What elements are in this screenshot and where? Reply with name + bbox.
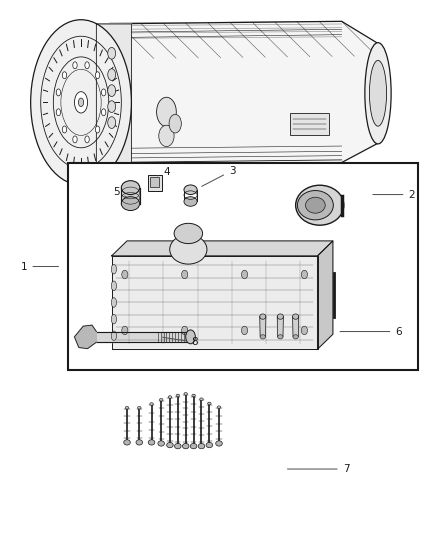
Ellipse shape (217, 406, 221, 408)
Ellipse shape (278, 335, 283, 339)
Polygon shape (96, 21, 377, 165)
Text: 6: 6 (340, 327, 402, 336)
Ellipse shape (108, 47, 116, 59)
Ellipse shape (174, 443, 181, 449)
Text: 4: 4 (158, 167, 170, 176)
Ellipse shape (125, 406, 129, 409)
Polygon shape (96, 24, 131, 165)
Ellipse shape (260, 314, 266, 319)
FancyBboxPatch shape (290, 113, 329, 135)
Ellipse shape (73, 62, 77, 69)
Ellipse shape (157, 97, 176, 127)
Ellipse shape (62, 72, 67, 79)
Ellipse shape (111, 264, 117, 274)
Ellipse shape (166, 442, 173, 448)
Ellipse shape (200, 398, 203, 401)
Ellipse shape (182, 326, 188, 335)
Ellipse shape (122, 270, 128, 279)
Ellipse shape (31, 20, 131, 185)
Ellipse shape (124, 440, 131, 445)
Ellipse shape (78, 98, 84, 107)
Ellipse shape (192, 394, 195, 397)
Text: 5: 5 (113, 187, 127, 197)
Text: 7: 7 (287, 464, 350, 474)
Text: 3: 3 (202, 166, 236, 187)
Ellipse shape (136, 440, 142, 445)
Ellipse shape (208, 402, 211, 405)
Ellipse shape (159, 399, 163, 401)
Ellipse shape (301, 270, 307, 279)
Ellipse shape (365, 43, 391, 144)
Ellipse shape (56, 89, 60, 96)
Ellipse shape (122, 326, 128, 335)
Ellipse shape (369, 60, 386, 126)
Ellipse shape (111, 314, 117, 324)
Polygon shape (293, 317, 299, 337)
Ellipse shape (121, 181, 140, 195)
Ellipse shape (62, 126, 67, 133)
Ellipse shape (108, 85, 116, 96)
Bar (150, 177, 159, 187)
Ellipse shape (150, 403, 153, 405)
Ellipse shape (108, 69, 116, 80)
Ellipse shape (158, 441, 164, 446)
Ellipse shape (260, 335, 265, 339)
Ellipse shape (85, 136, 89, 143)
Ellipse shape (198, 443, 205, 449)
Ellipse shape (111, 281, 117, 290)
Ellipse shape (159, 125, 174, 147)
Ellipse shape (95, 72, 100, 79)
Ellipse shape (186, 330, 195, 344)
Bar (148, 175, 162, 191)
Ellipse shape (138, 406, 141, 409)
Ellipse shape (102, 89, 106, 96)
Text: 8: 8 (162, 337, 198, 347)
Polygon shape (260, 317, 266, 337)
Ellipse shape (73, 136, 77, 143)
Ellipse shape (170, 235, 207, 264)
Ellipse shape (111, 297, 117, 307)
Polygon shape (112, 256, 318, 349)
Polygon shape (277, 317, 283, 337)
Ellipse shape (56, 109, 60, 116)
Ellipse shape (74, 92, 88, 113)
Ellipse shape (174, 223, 203, 244)
Ellipse shape (148, 440, 155, 445)
Ellipse shape (293, 335, 298, 339)
Ellipse shape (190, 443, 197, 449)
Ellipse shape (168, 395, 172, 399)
Ellipse shape (169, 115, 181, 133)
Ellipse shape (108, 117, 116, 128)
Ellipse shape (241, 270, 247, 279)
Ellipse shape (85, 62, 89, 69)
Ellipse shape (108, 101, 116, 112)
Ellipse shape (102, 109, 106, 116)
Ellipse shape (293, 314, 299, 319)
Ellipse shape (184, 197, 197, 206)
Ellipse shape (215, 441, 222, 446)
Ellipse shape (241, 326, 247, 335)
Ellipse shape (121, 197, 140, 211)
Text: 1: 1 (21, 262, 59, 271)
Text: 2: 2 (373, 190, 415, 199)
Ellipse shape (184, 392, 187, 395)
Ellipse shape (301, 326, 307, 335)
Ellipse shape (182, 270, 188, 279)
Polygon shape (112, 241, 333, 256)
Ellipse shape (206, 442, 213, 448)
Ellipse shape (176, 394, 180, 397)
Ellipse shape (182, 443, 189, 449)
Ellipse shape (95, 126, 100, 133)
Ellipse shape (296, 185, 344, 225)
Polygon shape (74, 325, 96, 349)
Bar (68, 163, 418, 370)
Polygon shape (318, 241, 333, 349)
Ellipse shape (184, 185, 197, 195)
Ellipse shape (111, 331, 117, 341)
Ellipse shape (297, 190, 333, 220)
Ellipse shape (277, 314, 283, 319)
Ellipse shape (305, 197, 325, 213)
